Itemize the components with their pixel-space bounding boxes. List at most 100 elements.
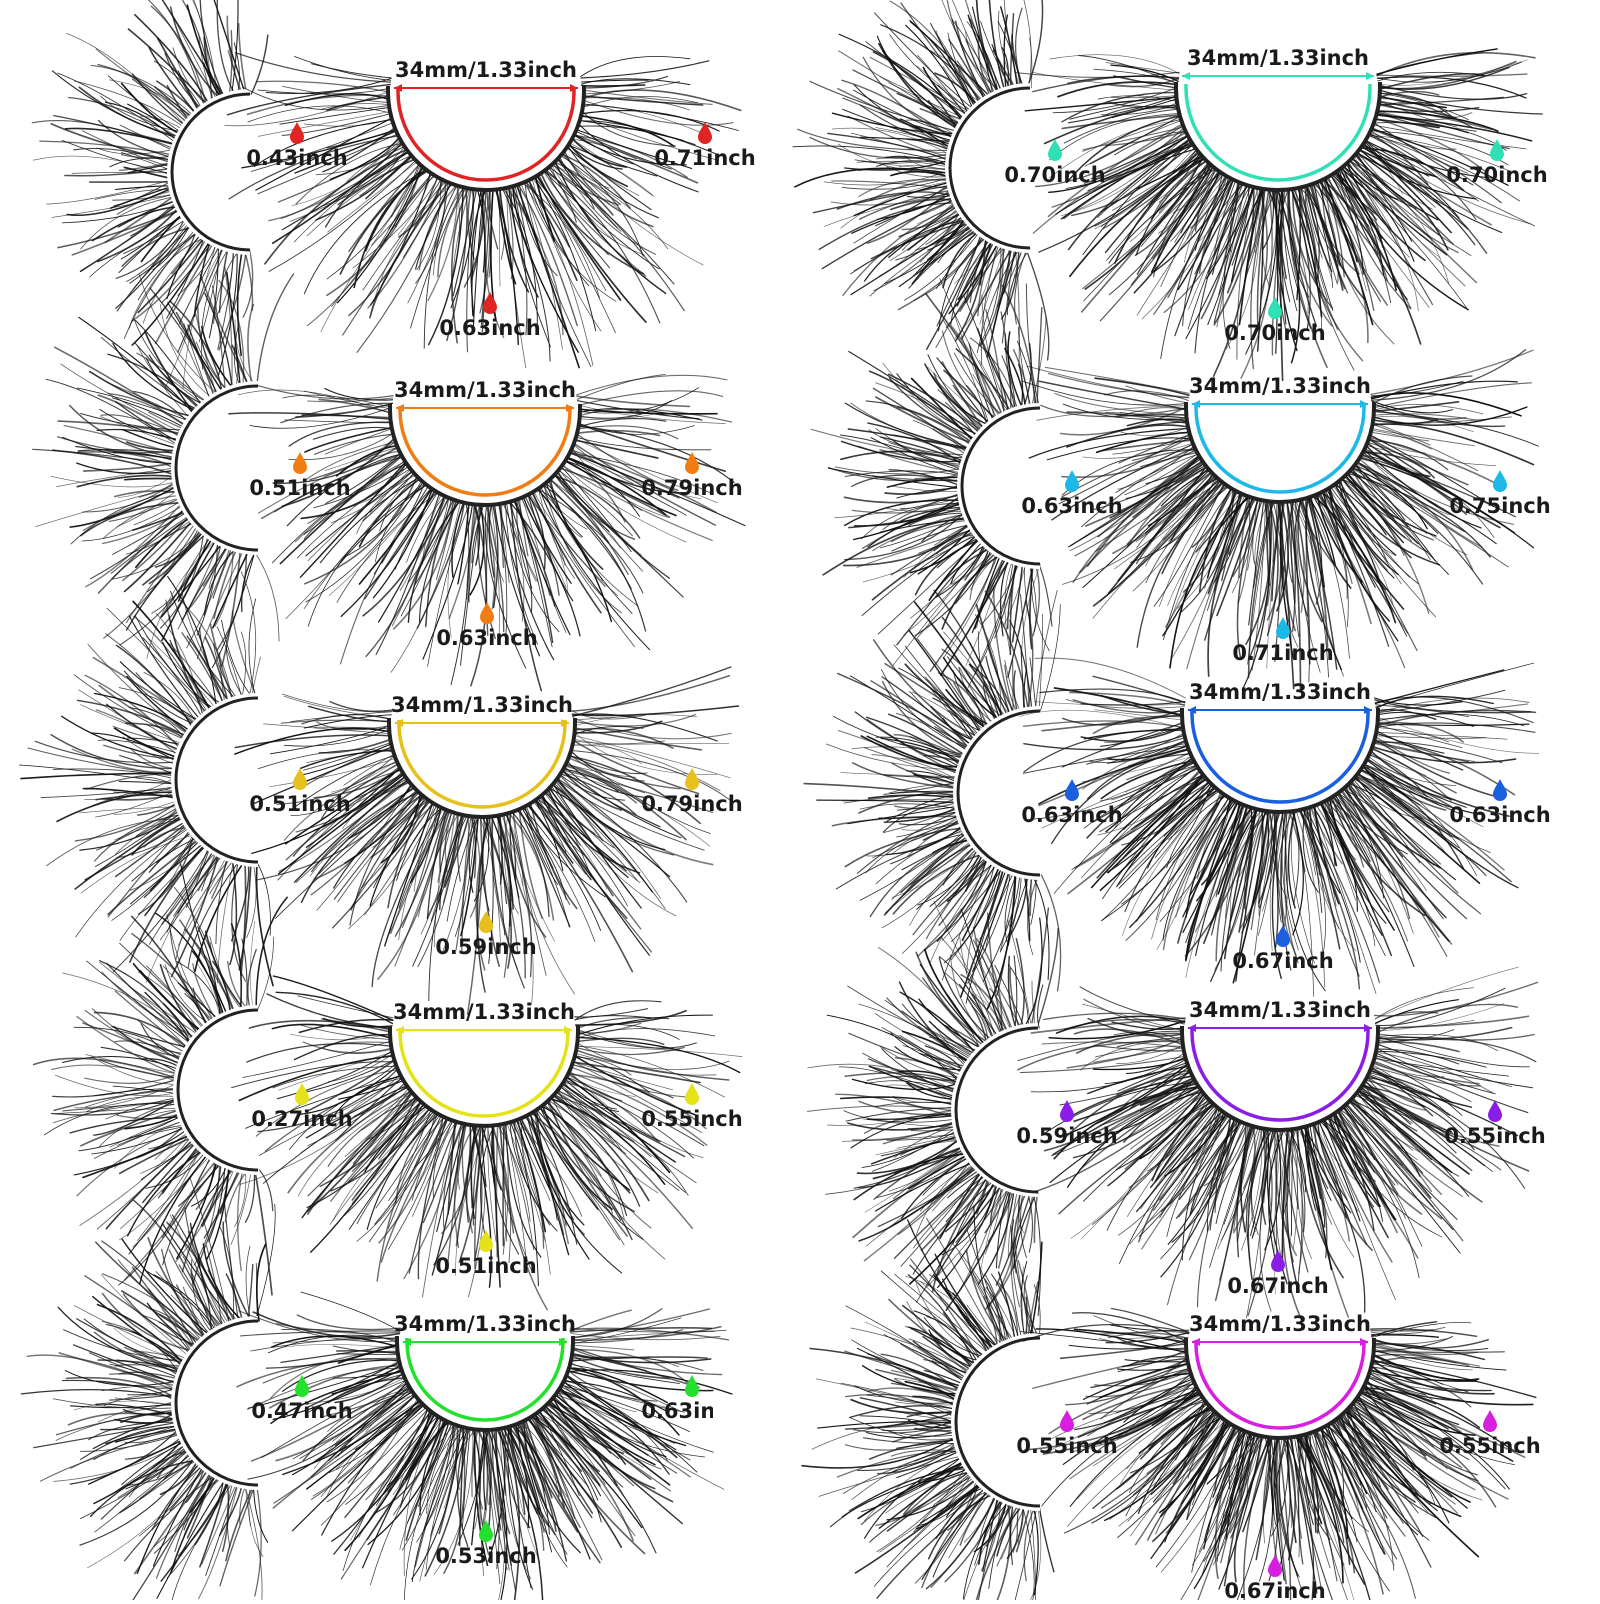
side-interior: [962, 1342, 1042, 1502]
width-label: 34mm/1.33inch: [394, 58, 578, 82]
side-band: [174, 1319, 259, 1487]
outer-length-drop-icon: [1490, 139, 1504, 161]
width-arrow-right: [564, 1026, 572, 1034]
outer-length-label: 0.75inch: [1449, 494, 1551, 518]
side-length-drop-icon: [295, 1083, 309, 1105]
width-arrow-right: [566, 404, 574, 412]
front-view-lash: [234, 666, 740, 1016]
outer-length-drop-icon: [685, 452, 699, 474]
center-length-drop-icon: [1268, 297, 1282, 319]
outer-length-label: 0.55inch: [1439, 1434, 1541, 1458]
side-length-drop-icon: [293, 452, 307, 474]
width-arrow-right: [1360, 1338, 1368, 1346]
center-length-label: 0.71inch: [1232, 641, 1334, 665]
front-band: [1184, 402, 1376, 504]
front-band: [388, 1026, 580, 1128]
side-length-drop-icon: [1065, 470, 1079, 492]
width-arrow-right: [1364, 706, 1372, 714]
outer-length-label: 0.70inch: [1446, 163, 1548, 187]
front-band: [1180, 708, 1380, 814]
lash-set: [32, 266, 746, 692]
side-view-lash: [32, 863, 288, 1296]
center-length-drop-icon: [479, 1520, 493, 1542]
front-view-lash: [1021, 349, 1539, 690]
side-length-label: 0.27inch: [251, 1107, 353, 1131]
front-view-lash: [231, 975, 743, 1311]
side-interior: [182, 390, 260, 546]
side-length-drop-icon: [295, 1375, 309, 1397]
side-length-label: 0.51inch: [249, 792, 351, 816]
width-arrow-left: [394, 84, 402, 92]
side-band: [948, 86, 1031, 250]
outer-length-drop-icon: [698, 122, 712, 144]
width-label: 34mm/1.33inch: [390, 693, 574, 717]
center-length-drop-icon: [1276, 617, 1290, 639]
side-interior: [962, 1032, 1040, 1188]
width-label: 34mm/1.33inch: [1188, 998, 1372, 1022]
side-length-drop-icon: [1060, 1410, 1074, 1432]
width-arrow-left: [396, 404, 404, 412]
front-band: [388, 404, 582, 507]
center-length-label: 0.51inch: [435, 1254, 537, 1278]
width-arrow-right: [1360, 400, 1368, 408]
width-arrow-left: [1188, 706, 1196, 714]
front-view-lash: [1017, 966, 1539, 1323]
side-band: [954, 1026, 1039, 1194]
front-view-lash: [228, 373, 746, 692]
side-view-lash: [803, 586, 1062, 1010]
side-band: [174, 696, 259, 864]
width-arrow-left: [1182, 72, 1190, 80]
lash-set: [810, 278, 1539, 690]
side-length-label: 0.59inch: [1016, 1124, 1118, 1148]
width-arrow-left: [1188, 1024, 1196, 1032]
center-length-label: 0.70inch: [1224, 321, 1326, 345]
side-length-label: 0.63inch: [1021, 803, 1123, 827]
center-length-drop-icon: [479, 1230, 493, 1252]
outer-length-drop-icon: [1493, 779, 1507, 801]
front-band: [1184, 1338, 1376, 1440]
side-length-label: 0.47inch: [251, 1399, 353, 1423]
center-length-label: 0.59inch: [435, 935, 537, 959]
center-length-label: 0.67inch: [1224, 1579, 1326, 1603]
side-band: [170, 92, 251, 252]
outer-length-drop-icon: [1483, 1410, 1497, 1432]
width-arrow-left: [395, 719, 403, 727]
outer-length-label: 0.55inch: [1444, 1124, 1546, 1148]
center-length-drop-icon: [1271, 1250, 1285, 1272]
outer-length-drop-icon: [1488, 1100, 1502, 1122]
lash-set: [803, 586, 1540, 1010]
side-length-label: 0.70inch: [1004, 163, 1106, 187]
side-view-lash: [20, 1177, 276, 1604]
center-length-label: 0.63inch: [439, 316, 541, 340]
width-arrow-right: [1366, 72, 1374, 80]
side-view-lash: [19, 571, 274, 987]
width-arrow-right: [561, 719, 569, 727]
center-length-drop-icon: [1268, 1555, 1282, 1577]
side-interior: [956, 92, 1032, 244]
front-band: [1174, 82, 1382, 192]
front-band: [387, 718, 577, 819]
side-interior: [182, 702, 260, 858]
band-arc: [398, 1028, 570, 1118]
center-length-label: 0.63inch: [436, 626, 538, 650]
side-band: [960, 406, 1041, 566]
outer-length-label: 0.71inch: [654, 146, 756, 170]
width-arrow-right: [1364, 1024, 1372, 1032]
outer-length-label: 0.79inch: [641, 476, 743, 500]
front-view-lash: [1019, 1307, 1537, 1604]
band-arc: [1190, 1028, 1370, 1122]
center-length-label: 0.53inch: [435, 1544, 537, 1568]
side-interior: [968, 412, 1042, 560]
side-view-lash: [810, 278, 1053, 688]
outer-length-label: 0.63inch: [641, 1401, 714, 1422]
lash-set: [801, 1206, 1537, 1604]
side-interior: [178, 98, 252, 246]
width-arrow-right: [559, 1338, 567, 1346]
front-view-lash: [1015, 48, 1543, 382]
side-length-drop-icon: [1060, 1100, 1074, 1122]
side-length-label: 0.51inch: [249, 476, 351, 500]
front-band: [386, 86, 586, 192]
side-length-drop-icon: [290, 122, 304, 144]
